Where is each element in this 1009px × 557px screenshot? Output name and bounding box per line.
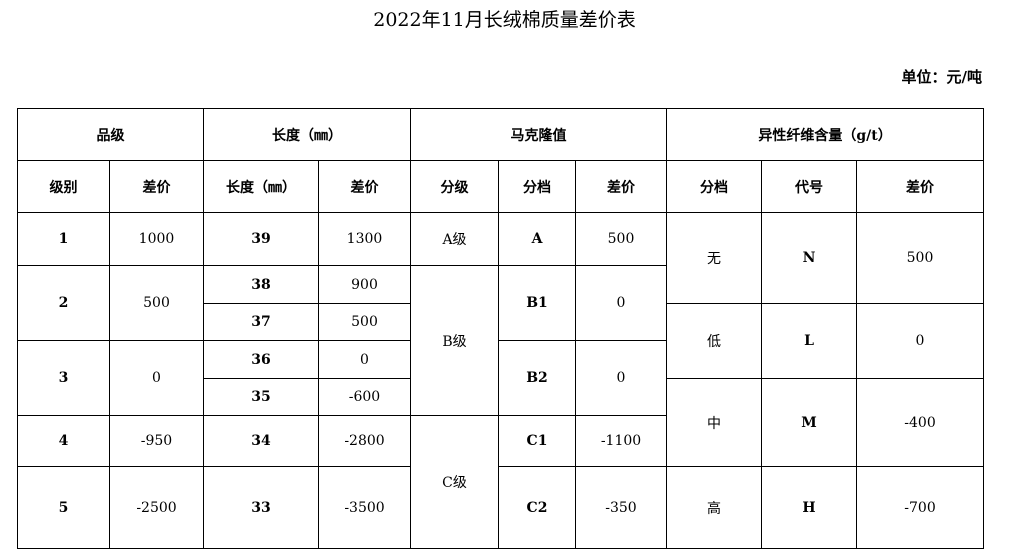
length-mm: 35 — [203, 378, 319, 416]
ff-diff: 500 — [855, 212, 985, 304]
ff-diff: 0 — [855, 303, 985, 379]
grade-diff: 1000 — [109, 212, 204, 266]
mic-band: C2 — [498, 466, 576, 549]
length-diff: -600 — [318, 378, 411, 416]
header-length: 长度（㎜） — [203, 108, 411, 161]
subheader: 级别 — [17, 160, 110, 213]
ff-band: 低 — [666, 303, 762, 379]
subheader: 差价 — [855, 160, 985, 213]
mic-class: B级 — [410, 265, 499, 416]
mic-band: A — [498, 212, 576, 266]
subheader: 长度（㎜） — [203, 160, 319, 213]
subheader: 差价 — [575, 160, 667, 213]
ff-band: 中 — [666, 378, 762, 467]
ff-code: L — [761, 303, 857, 379]
ff-code: H — [761, 466, 857, 549]
mic-diff: 0 — [575, 340, 667, 416]
ff-band: 无 — [666, 212, 762, 304]
subheader: 差价 — [318, 160, 411, 213]
ff-code: N — [761, 212, 857, 304]
subheader: 差价 — [109, 160, 204, 213]
mic-diff: -1100 — [575, 415, 667, 467]
length-diff: -2800 — [318, 415, 411, 467]
grade-diff: -950 — [109, 415, 204, 467]
mic-band: B1 — [498, 265, 576, 341]
grade-level: 4 — [17, 415, 110, 467]
length-mm: 36 — [203, 340, 319, 379]
header-grade: 品级 — [17, 108, 204, 161]
unit-label: 单位：元/吨 — [901, 68, 982, 86]
grade-level: 5 — [17, 466, 110, 549]
grade-level: 2 — [17, 265, 110, 341]
grade-level: 1 — [17, 212, 110, 266]
length-mm: 33 — [203, 466, 319, 549]
mic-class: C级 — [410, 415, 499, 549]
ff-code: M — [761, 378, 857, 467]
mic-diff: -350 — [575, 466, 667, 549]
mic-class: A级 — [410, 212, 499, 266]
mic-diff: 0 — [575, 265, 667, 341]
header-micronaire: 马克隆值 — [410, 108, 667, 161]
subheader: 代号 — [761, 160, 857, 213]
subheader: 分级 — [410, 160, 499, 213]
mic-diff: 500 — [575, 212, 667, 266]
subheader: 分档 — [666, 160, 762, 213]
price-difference-table: 品级 长度（㎜） 马克隆值 异性纤维含量（g/t） 级别 差价 长度（㎜） 差价… — [17, 108, 985, 549]
ff-diff: -400 — [855, 378, 985, 467]
grade-diff: -2500 — [109, 466, 204, 549]
length-diff: -3500 — [318, 466, 411, 549]
ff-diff: -700 — [855, 466, 985, 549]
page-title: 2022年11月长绒棉质量差价表 — [373, 9, 636, 31]
grade-diff: 0 — [109, 340, 204, 416]
ff-band: 高 — [666, 466, 762, 549]
length-mm: 34 — [203, 415, 319, 467]
length-diff: 500 — [318, 303, 411, 341]
length-mm: 37 — [203, 303, 319, 341]
length-mm: 39 — [203, 212, 319, 266]
grade-level: 3 — [17, 340, 110, 416]
length-diff: 900 — [318, 265, 411, 304]
subheader: 分档 — [498, 160, 576, 213]
length-mm: 38 — [203, 265, 319, 304]
length-diff: 1300 — [318, 212, 411, 266]
length-diff: 0 — [318, 340, 411, 379]
grade-diff: 500 — [109, 265, 204, 341]
mic-band: C1 — [498, 415, 576, 467]
mic-band: B2 — [498, 340, 576, 416]
header-foreign-fiber: 异性纤维含量（g/t） — [665, 108, 985, 161]
